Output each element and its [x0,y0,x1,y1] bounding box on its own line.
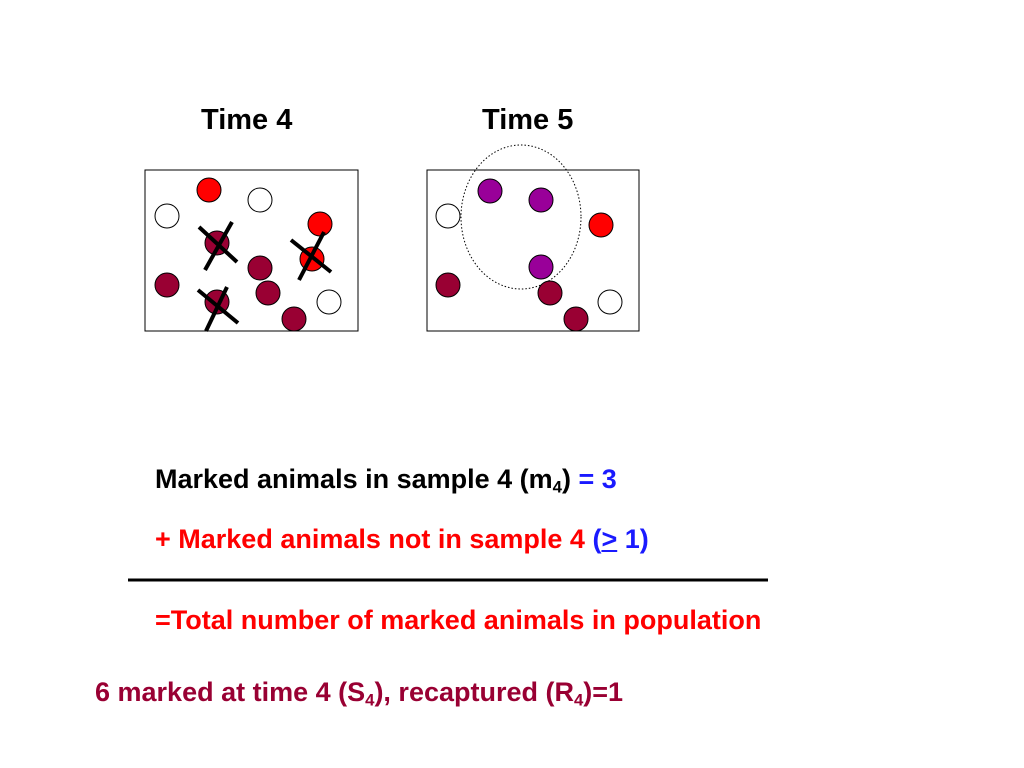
marked-in-sample-text: Marked animals in sample 4 (m [155,464,553,494]
marked-not-in-sample-value: (> 1) [592,524,648,554]
marked-not-in-sample-line: + Marked animals not in sample 4 (> 1) [155,524,649,555]
animal-maroon [255,280,281,306]
total-marked-line: =Total number of marked animals in popul… [155,605,762,635]
animal-red [307,211,333,237]
animal-maroon [563,306,589,332]
animal-unmarked [247,187,273,213]
marked-not-in-sample-text: Marked animals not in sample 4 [178,524,585,554]
paren-open: ( [592,524,602,554]
recaptured-text: ), recaptured (R [374,677,574,707]
cross-mark-3 [196,286,240,332]
s-subscript: 4 [365,690,375,710]
animal-maroon [247,255,273,281]
cross-mark-2 [289,231,333,281]
animal-purple [477,178,503,204]
m-subscript: 4 [552,477,562,497]
cross-mark-1 [197,221,239,271]
sample-ellipse [460,144,582,290]
time-5-title: Time 5 [482,104,574,136]
marked-in-sample-value: = 3 [578,464,617,494]
animal-red [588,212,614,238]
animal-purple [528,187,554,213]
time-5-panel [426,144,640,332]
animal-unmarked [154,203,180,229]
marked-in-sample-line: Marked animals in sample 4 (m4) = 3 [155,464,617,497]
time-4-title: Time 4 [201,104,293,136]
animal-unmarked [316,289,342,315]
r-subscript: 4 [573,690,584,710]
time-4-panel [144,169,359,332]
marked-in-sample-close: ) [561,464,571,494]
animal-red [196,177,222,203]
animal-maroon [281,306,307,332]
animal-unmarked [435,203,461,229]
greater-equal-sign: > [601,524,618,554]
removal-crosses [196,221,333,332]
marked-count-text: 6 marked at time 4 (S [95,677,366,707]
animal-maroon [435,272,461,298]
recaptured-value: )=1 [583,677,624,707]
animal-purple [528,254,554,280]
animal-unmarked [597,289,623,315]
min-value: 1) [617,524,649,554]
plus-sign: + [155,524,179,554]
animal-maroon [154,272,180,298]
marked-recaptured-line: 6 marked at time 4 (S4), recaptured (R4)… [95,677,624,710]
animal-maroon [537,280,563,306]
